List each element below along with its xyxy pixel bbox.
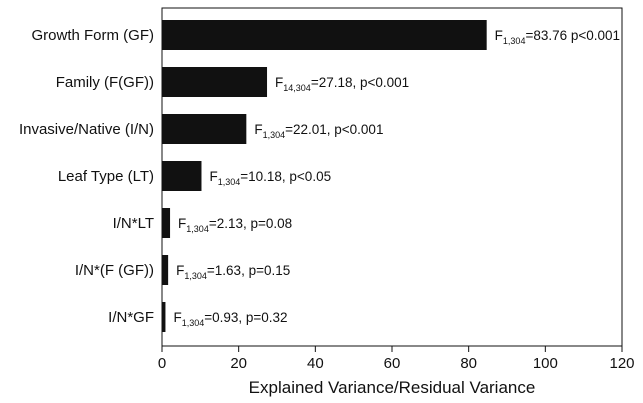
annotation-stat-letter: F [209, 169, 217, 184]
bar [162, 255, 169, 285]
annotation-value: =1.63, p=0.15 [207, 263, 290, 278]
bar-annotation: F1,304=10.18, p<0.05 [209, 169, 331, 187]
x-tick-label: 80 [460, 355, 477, 372]
x-tick-label: 20 [230, 355, 247, 372]
bar [162, 67, 268, 97]
annotation-stat-letter: F [275, 75, 283, 90]
annotation-value: =27.18, p<0.001 [311, 75, 409, 90]
annotation-df-subscript: 1,304 [503, 36, 526, 46]
annotation-df-subscript: 1,304 [186, 224, 209, 234]
bar-annotation: F1,304=22.01, p<0.001 [254, 122, 383, 140]
annotation-df-subscript: 1,304 [218, 177, 241, 187]
x-tick-label: 0 [158, 355, 166, 372]
annotation-df-subscript: 14,304 [283, 83, 311, 93]
annotation-stat-letter: F [173, 310, 181, 325]
x-tick-label: 60 [384, 355, 401, 372]
annotation-stat-letter: F [178, 216, 186, 231]
annotation-df-subscript: 1,304 [182, 318, 205, 328]
annotation-value: =83.76 p<0.001 [525, 28, 620, 43]
annotation-value: =0.93, p=0.32 [204, 310, 287, 325]
annotation-value: =22.01, p<0.001 [285, 122, 383, 137]
annotation-value: =10.18, p<0.05 [240, 169, 331, 184]
annotation-stat-letter: F [254, 122, 262, 137]
category-label: Growth Form (GF) [32, 27, 155, 44]
annotation-stat-letter: F [176, 263, 184, 278]
bar-annotation: F1,304=0.93, p=0.32 [173, 310, 287, 328]
category-label: I/N*(F (GF)) [75, 262, 154, 279]
category-label: Invasive/Native (I/N) [19, 121, 154, 138]
x-tick-label: 40 [307, 355, 324, 372]
category-label: Leaf Type (LT) [58, 168, 154, 185]
annotation-df-subscript: 1,304 [184, 271, 207, 281]
bar-annotation: F1,304=83.76 p<0.001 [495, 28, 620, 46]
bar [162, 208, 171, 238]
category-label: I/N*GF [108, 309, 154, 326]
bar-annotation: F1,304=1.63, p=0.15 [176, 263, 290, 281]
annotation-value: =2.13, p=0.08 [209, 216, 292, 231]
bar [162, 114, 247, 144]
bars-layer [162, 20, 487, 332]
bar-annotation: F1,304=2.13, p=0.08 [178, 216, 292, 234]
annotation-df-subscript: 1,304 [263, 130, 286, 140]
bar-annotation: F14,304=27.18, p<0.001 [275, 75, 409, 93]
x-axis-title: Explained Variance/Residual Variance [249, 378, 536, 397]
bar [162, 161, 202, 191]
annotation-stat-letter: F [495, 28, 503, 43]
category-label: I/N*LT [113, 215, 154, 232]
x-tick-label: 120 [609, 355, 634, 372]
category-label: Family (F(GF)) [56, 74, 154, 91]
x-tick-label: 100 [533, 355, 558, 372]
bar [162, 302, 166, 332]
bar [162, 20, 487, 50]
category-labels: Growth Form (GF) Family (F(GF)) Invasive/N… [19, 27, 154, 326]
x-axis: 0 20 40 60 80 100 120 [158, 346, 635, 372]
